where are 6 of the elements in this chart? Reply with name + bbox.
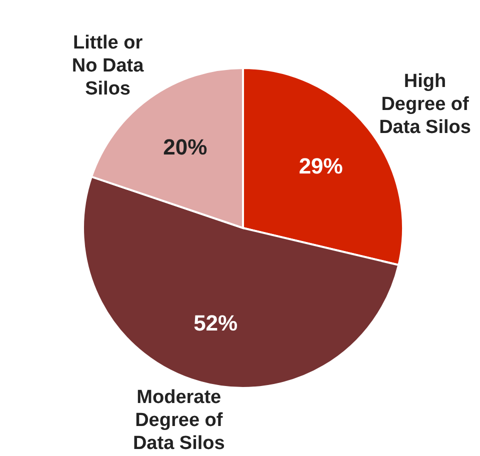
slice-label: Moderate Degree of Data Silos — [132, 387, 225, 454]
data-label: 52% — [194, 310, 238, 336]
slice-label: Little or No Data Silos — [72, 32, 144, 100]
slice-label: High Degree of Data Silos — [379, 71, 471, 138]
data-label: 20% — [163, 134, 208, 160]
data-label: 29% — [298, 153, 343, 178]
